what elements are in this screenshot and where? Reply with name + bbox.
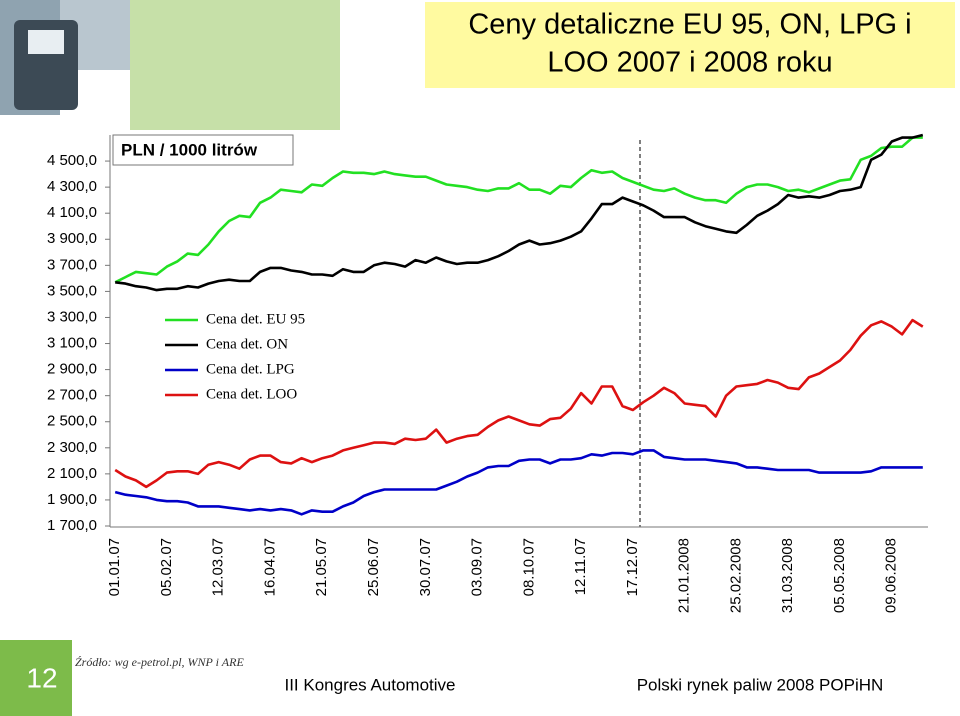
- x-tick-label: 25.02.2008: [727, 538, 744, 613]
- y-tick-label: 2 900,0: [47, 361, 97, 378]
- x-tick-label: 30.07.07: [417, 538, 434, 596]
- x-tick-label: 17.12.07: [624, 538, 641, 596]
- y-tick-label: 1 700,0: [47, 517, 97, 534]
- y-tick-label: 3 300,0: [47, 308, 97, 325]
- x-tick-label: 03.09.07: [469, 538, 486, 596]
- x-tick-label: 05.02.07: [158, 538, 175, 596]
- x-tick-label: 21.01.2008: [676, 538, 693, 613]
- x-tick-label: 25.06.07: [365, 538, 382, 596]
- footer-left: III Kongres Automotive: [284, 675, 455, 694]
- decor-square: [130, 0, 340, 130]
- title-box: [425, 2, 955, 88]
- y-tick-label: 4 100,0: [47, 204, 97, 221]
- y-tick-label: 2 700,0: [47, 387, 97, 404]
- unit-box: [112, 134, 294, 166]
- legend-label: Cena det. LOO: [206, 386, 297, 402]
- y-tick-label: 3 700,0: [47, 256, 97, 273]
- y-tick-label: 2 300,0: [47, 439, 97, 456]
- x-tick-label: 12.11.07: [572, 538, 589, 595]
- series-line: [114, 136, 923, 284]
- x-tick-label: 05.05.2008: [831, 538, 848, 613]
- legend-label: Cena det. EU 95: [206, 311, 305, 327]
- source: Źródło: wg e-petrol.pl, WNP i ARE: [75, 655, 244, 669]
- plot-area: [110, 134, 928, 527]
- x-tick-label: 21.05.07: [313, 538, 330, 596]
- x-tick-label: 16.04.07: [261, 538, 278, 596]
- series-line: [114, 449, 923, 516]
- x-tick-label: 12.03.07: [210, 538, 227, 596]
- legend-label: Cena det. LPG: [206, 361, 295, 377]
- title: Ceny detaliczne EU 95, ON, LPG i: [468, 9, 911, 41]
- legend-label: Cena det. ON: [206, 336, 288, 352]
- series-line: [115, 133, 924, 292]
- y-tick-label: 3 500,0: [47, 282, 97, 299]
- y-tick-label: 3 900,0: [47, 230, 97, 247]
- y-tick-label: 4 300,0: [47, 178, 97, 195]
- x-tick-label: 01.01.07: [106, 538, 123, 596]
- pump-screen: [28, 30, 64, 54]
- y-tick-label: 2 500,0: [47, 413, 97, 430]
- footer-right: Polski rynek paliw 2008 POPiHN: [637, 675, 884, 694]
- unit-label: PLN / 1000 litrów: [121, 140, 258, 159]
- slide-number: 12: [26, 662, 57, 693]
- series-line: [114, 318, 924, 489]
- footer-block: [0, 640, 72, 716]
- x-tick-label: 09.06.2008: [883, 538, 900, 613]
- y-tick-label: 3 100,0: [47, 335, 97, 352]
- y-tick-label: 2 100,0: [47, 465, 97, 482]
- y-tick-label: 4 500,0: [47, 152, 97, 169]
- x-tick-label: 08.10.07: [520, 538, 537, 596]
- legend: Cena det. EU 95 Cena det. ON Cena det. LPG…: [165, 311, 305, 402]
- y-tick-label: 1 900,0: [47, 491, 97, 508]
- title: LOO 2007 i 2008 roku: [547, 47, 832, 79]
- x-tick-label: 31.03.2008: [779, 538, 796, 613]
